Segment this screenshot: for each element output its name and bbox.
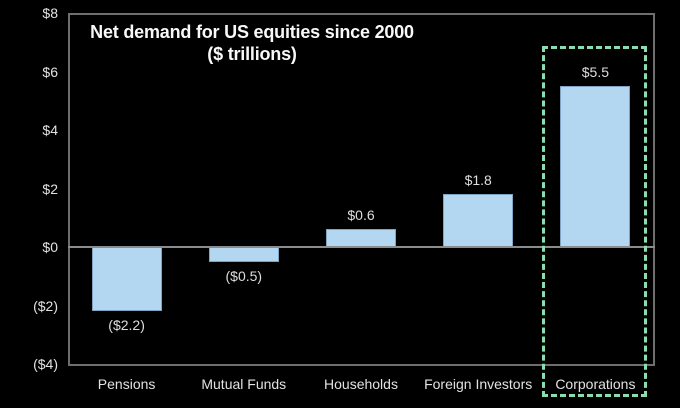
- bar-value-label: $0.6: [347, 207, 375, 224]
- bar-value-label: ($0.5): [225, 267, 263, 284]
- chart-title-line1: Net demand for US equities since 2000: [90, 22, 414, 42]
- y-tick-label: $2: [42, 180, 58, 197]
- bar-pensions: [91, 247, 162, 312]
- y-tick-label: $0: [42, 239, 58, 255]
- y-tick-label: $4: [42, 122, 58, 138]
- x-axis-label-pensions: Pensions: [97, 376, 156, 392]
- y-tick-label: ($4): [33, 356, 58, 372]
- bar-value-label: ($2.2): [108, 317, 145, 334]
- bar-value-label: $5.5: [581, 64, 610, 81]
- chart-title: Net demand for US equities since 2000 ($…: [68, 21, 436, 65]
- bar-value-label: $1.8: [464, 172, 492, 189]
- x-axis-label-corporations: Corporations: [555, 376, 636, 392]
- bar-households: [326, 229, 396, 247]
- zero-line: [68, 246, 655, 248]
- x-axis-label-foreign-investors: Foreign Investors: [424, 376, 533, 392]
- plot-area: [68, 13, 655, 366]
- chart-title-line2: ($ trillions): [207, 44, 297, 64]
- x-axis-label-mutual-funds: Mutual Funds: [201, 376, 287, 392]
- y-tick-label: $8: [42, 5, 58, 21]
- x-axis-label-households: Households: [324, 376, 398, 392]
- bar-corporations: [560, 86, 631, 247]
- y-tick-label: $6: [42, 63, 58, 80]
- y-tick-label: ($2): [33, 297, 58, 314]
- highlight-box: [542, 46, 648, 397]
- bar-mutual-funds: [208, 247, 279, 262]
- bar-foreign-investors: [443, 194, 514, 247]
